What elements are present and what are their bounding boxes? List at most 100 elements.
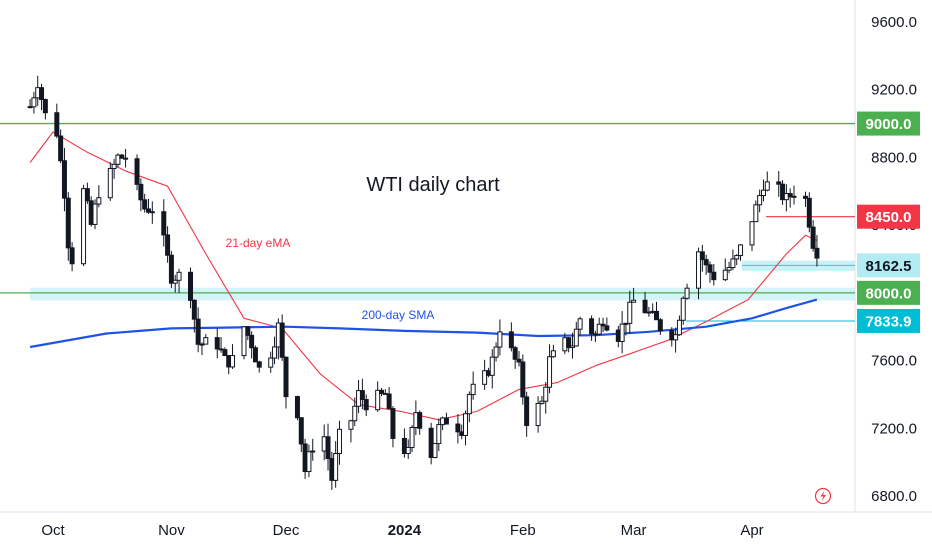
candle [65,192,71,261]
candle [203,334,209,345]
candle [604,317,610,332]
ema-annotation: 21-day eMA [226,236,291,250]
candle [123,148,129,168]
candle [39,83,45,111]
svg-text:7833.9: 7833.9 [866,313,912,330]
candle [791,185,797,205]
candle [673,327,679,353]
candle [107,162,113,201]
time-axis[interactable]: Oct Nov Dec 2024 Feb Mar Apr [0,511,932,539]
candle [676,315,682,336]
candle [134,154,140,191]
candle [336,420,342,465]
price-tag: 8450.0 [857,204,920,229]
price-candles [27,75,820,490]
candle [42,98,48,120]
candle [310,438,316,461]
candle [363,394,369,417]
time-tick-label: Nov [158,522,185,539]
candle [463,410,469,446]
candle [428,422,434,465]
candle [749,221,755,252]
price-axis[interactable]: 9600.09200.08800.08400.08000.07600.07200… [854,0,917,512]
candle [348,419,354,443]
candle [409,425,415,453]
candle [787,188,793,208]
candle [780,180,786,205]
svg-text:8000.0: 8000.0 [866,285,912,302]
svg-text:8162.5: 8162.5 [866,258,912,275]
candle [489,349,495,389]
candle [31,91,37,114]
candle [378,388,384,397]
candle [375,381,381,412]
candle [142,193,148,213]
time-tick-label: Apr [740,522,763,539]
candle [707,261,713,283]
candle [764,171,770,192]
candle [252,345,258,363]
candle [325,423,331,471]
candle [84,182,90,204]
candle [470,371,476,400]
candle [596,317,602,336]
candle [573,321,579,347]
candle [417,410,423,435]
candle [61,148,67,212]
candle [738,244,744,261]
candle [569,332,575,359]
candle [524,391,530,437]
candle [92,199,98,230]
candle [333,441,339,488]
candle [58,129,64,164]
sma-200-line [29,298,818,349]
candle [436,418,442,452]
price-tick-label: 7600.0 [871,353,917,370]
candle [455,414,461,444]
price-tick-label: 9600.0 [871,14,917,31]
candle [589,315,595,341]
candle [566,337,572,353]
candle [256,360,262,373]
candle [306,444,312,478]
candle [539,396,545,405]
price-tick-label: 8800.0 [871,149,917,166]
candle [149,201,155,224]
candle [294,395,300,421]
candle [405,439,411,459]
candle [482,359,488,390]
candle [657,318,663,336]
candle [245,325,251,341]
candle [111,158,117,179]
candle [730,249,736,271]
candle [249,331,255,359]
candle [547,344,553,394]
candle [577,316,583,336]
candle [81,184,87,267]
candle [386,387,392,410]
candle [753,200,759,223]
candle [69,242,75,272]
price-tick-label: 6800.0 [871,488,917,505]
time-tick-label: Dec [273,522,300,539]
lightning-icon[interactable] [814,487,832,505]
candle [359,378,365,410]
candle [172,274,178,293]
candle [684,283,690,300]
candle [352,397,358,427]
candle [631,287,637,303]
candle [214,328,220,359]
candle [188,267,194,309]
candle [512,345,518,369]
candle [272,336,278,365]
candle [268,351,274,373]
price-tick-label: 7200.0 [871,420,917,437]
candle [535,396,541,433]
candle [516,351,522,367]
candle [195,307,201,353]
candle [191,299,197,333]
candle [466,391,472,423]
candle [757,189,763,213]
candle [176,268,182,294]
